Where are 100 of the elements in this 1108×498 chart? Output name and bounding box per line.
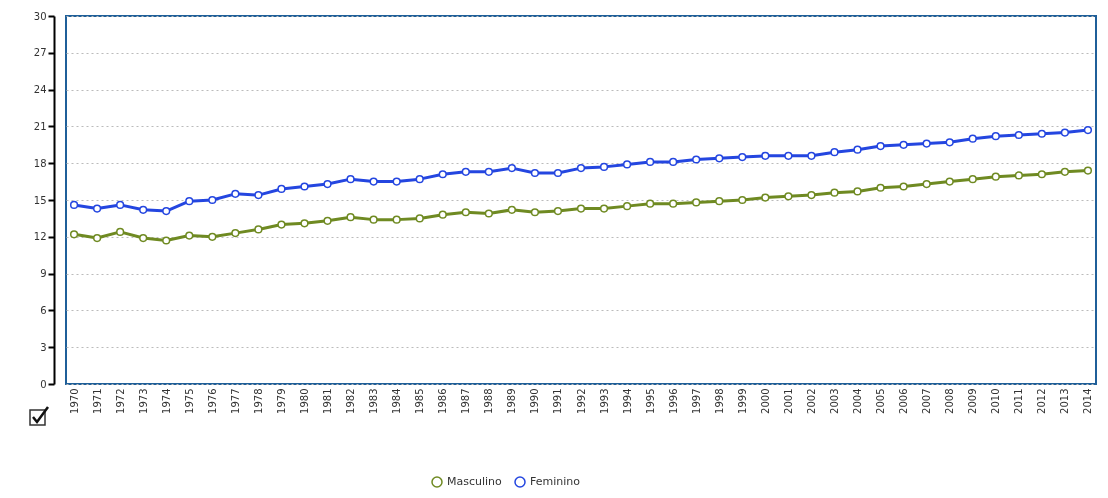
- x-tick-label: 1985: [414, 388, 426, 414]
- point: [438, 170, 447, 179]
- y-tick-label: 30: [33, 10, 47, 22]
- point: [392, 215, 401, 224]
- x-tick-label: 1976: [206, 388, 218, 414]
- y-tick-label: 6: [40, 304, 47, 316]
- point: [553, 206, 563, 216]
- point: [1060, 128, 1069, 137]
- point: [715, 154, 724, 163]
- point: [646, 157, 655, 167]
- x-tick-label: 1984: [391, 388, 403, 414]
- x-tick-label: 2006: [898, 388, 910, 414]
- point: [438, 210, 447, 219]
- point: [93, 233, 102, 243]
- x-tick-label: 1980: [298, 388, 310, 414]
- point: [415, 214, 424, 223]
- point: [208, 232, 217, 241]
- point: [738, 152, 747, 162]
- point: [807, 191, 816, 200]
- point: [622, 160, 632, 169]
- legend-label: Masculino: [447, 475, 503, 488]
- point: [968, 175, 977, 184]
- x-tick-label: 1975: [183, 388, 195, 414]
- point: [162, 236, 171, 245]
- point: [69, 230, 79, 239]
- point: [461, 208, 470, 217]
- point: [300, 182, 309, 191]
- x-tick-label: 1988: [483, 388, 495, 414]
- x-tick-label: 1993: [598, 388, 610, 414]
- point: [231, 189, 240, 198]
- x-tick-label: 2010: [990, 388, 1002, 414]
- x-tick-label: 1986: [437, 388, 449, 414]
- x-tick-label: 1981: [322, 388, 334, 414]
- point: [646, 199, 655, 208]
- x-tick-label: 1979: [275, 388, 287, 414]
- point: [139, 233, 148, 243]
- point: [530, 208, 540, 217]
- y-tick-label: 9: [40, 268, 47, 280]
- point: [1037, 129, 1046, 138]
- point: [530, 168, 540, 178]
- point: [277, 220, 286, 229]
- x-tick-label: 2012: [1036, 388, 1048, 414]
- point: [669, 199, 678, 208]
- x-tick-label: 1983: [368, 388, 380, 414]
- y-tick-label: 24: [33, 84, 47, 96]
- point: [392, 177, 401, 186]
- point: [277, 184, 286, 194]
- point: [807, 151, 816, 160]
- point: [69, 200, 79, 209]
- point: [461, 167, 470, 176]
- x-tick-label: 1974: [160, 388, 172, 414]
- point: [323, 216, 332, 225]
- point: [507, 205, 516, 214]
- y-tick-label: 15: [33, 194, 47, 206]
- point: [139, 205, 148, 214]
- x-tick-label: 1996: [667, 388, 679, 414]
- point: [231, 229, 240, 238]
- point: [968, 134, 977, 143]
- point: [1083, 125, 1093, 135]
- y-tick-label: 18: [33, 157, 47, 169]
- point: [346, 213, 355, 222]
- point: [116, 200, 125, 209]
- x-tick-label: 1972: [114, 388, 126, 414]
- point: [93, 204, 102, 213]
- x-tick-label: 2014: [1082, 388, 1094, 414]
- x-tick-label: 1982: [345, 388, 357, 414]
- x-tick-label: 1999: [736, 388, 748, 414]
- point: [346, 175, 355, 184]
- point: [185, 231, 194, 240]
- y-tick-label: 0: [40, 378, 47, 390]
- point: [576, 164, 586, 173]
- x-tick-label: 2013: [1059, 388, 1071, 414]
- point: [553, 168, 563, 178]
- point: [599, 162, 609, 171]
- x-tick-label: 1971: [91, 388, 103, 414]
- point: [945, 138, 954, 147]
- y-tick-label: 27: [33, 47, 47, 59]
- point: [599, 204, 609, 213]
- x-tick-label: 2000: [759, 388, 771, 414]
- point: [899, 140, 908, 149]
- point: [991, 132, 1000, 141]
- x-tick-label: 1990: [529, 388, 541, 414]
- point: [369, 177, 378, 186]
- point: [507, 164, 516, 173]
- point: [1014, 171, 1023, 180]
- x-tick-label: 1977: [229, 388, 241, 414]
- x-tick-label: 1970: [68, 388, 80, 414]
- x-tick-label: 1973: [137, 388, 149, 414]
- x-tick-label: 2002: [805, 388, 817, 414]
- point: [323, 179, 332, 189]
- point: [991, 172, 1000, 181]
- point: [922, 139, 931, 148]
- point: [576, 204, 586, 213]
- point: [922, 179, 931, 189]
- x-tick-label: 1995: [644, 388, 656, 414]
- x-tick-label: 1991: [552, 388, 564, 414]
- point: [784, 192, 793, 201]
- y-tick-label: 12: [33, 231, 47, 243]
- legend-label: Feminino: [530, 475, 581, 488]
- point: [692, 198, 701, 207]
